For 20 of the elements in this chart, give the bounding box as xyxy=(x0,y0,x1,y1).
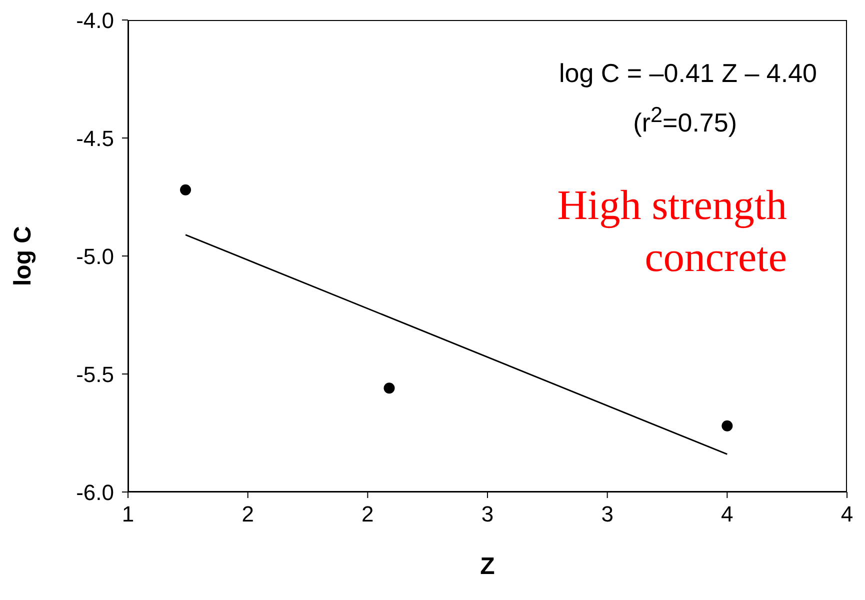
y-axis-title: log C xyxy=(10,226,37,286)
x-tick-label: 2 xyxy=(362,502,374,527)
annotation: log C = –0.41 Z – 4.40 xyxy=(558,58,817,89)
y-tick-label: -5.5 xyxy=(76,362,114,387)
point xyxy=(722,420,733,432)
annotation: High strength concrete xyxy=(556,182,787,283)
x-tick-label: 1 xyxy=(122,502,134,527)
x-axis-title: Z xyxy=(480,553,495,580)
x-tick-label: 4 xyxy=(721,502,734,527)
annotation: (r$^{2}$=0.75) xyxy=(633,102,737,139)
point xyxy=(180,184,192,196)
x-tick-label: 3 xyxy=(601,502,614,527)
x-tick-label: 2 xyxy=(242,502,254,527)
x-tick-label: 3 xyxy=(481,502,494,527)
x-tick-label: 4 xyxy=(840,502,854,527)
y-tick-label: -4.5 xyxy=(76,126,114,151)
y-tick-label: -6.0 xyxy=(76,480,114,505)
point xyxy=(384,382,395,394)
y-tick-label: -4.0 xyxy=(76,8,114,33)
y-tick-label: -5.0 xyxy=(76,244,114,269)
